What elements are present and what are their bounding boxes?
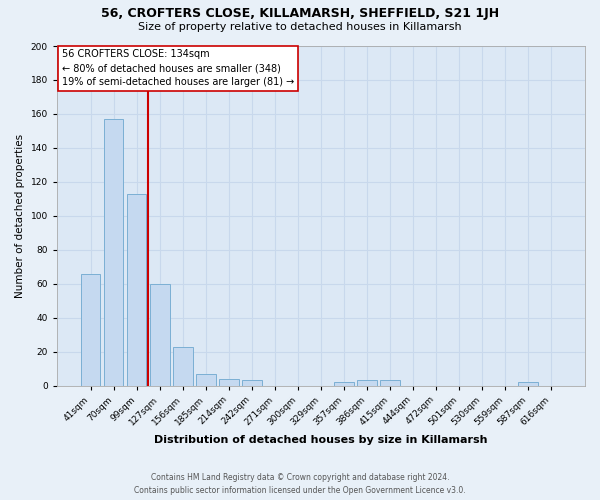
Bar xyxy=(104,119,124,386)
Text: Contains HM Land Registry data © Crown copyright and database right 2024.
Contai: Contains HM Land Registry data © Crown c… xyxy=(134,474,466,495)
Bar xyxy=(219,379,239,386)
Y-axis label: Number of detached properties: Number of detached properties xyxy=(15,134,25,298)
Bar xyxy=(150,284,170,386)
Bar xyxy=(196,374,215,386)
Bar xyxy=(357,380,377,386)
Bar xyxy=(380,380,400,386)
Bar xyxy=(173,346,193,386)
Bar xyxy=(518,382,538,386)
Bar xyxy=(242,380,262,386)
Text: Size of property relative to detached houses in Killamarsh: Size of property relative to detached ho… xyxy=(138,22,462,32)
Bar xyxy=(81,274,100,386)
X-axis label: Distribution of detached houses by size in Killamarsh: Distribution of detached houses by size … xyxy=(154,435,488,445)
Bar xyxy=(334,382,354,386)
Text: 56 CROFTERS CLOSE: 134sqm
← 80% of detached houses are smaller (348)
19% of semi: 56 CROFTERS CLOSE: 134sqm ← 80% of detac… xyxy=(62,50,295,88)
Bar xyxy=(127,194,146,386)
Text: 56, CROFTERS CLOSE, KILLAMARSH, SHEFFIELD, S21 1JH: 56, CROFTERS CLOSE, KILLAMARSH, SHEFFIEL… xyxy=(101,8,499,20)
